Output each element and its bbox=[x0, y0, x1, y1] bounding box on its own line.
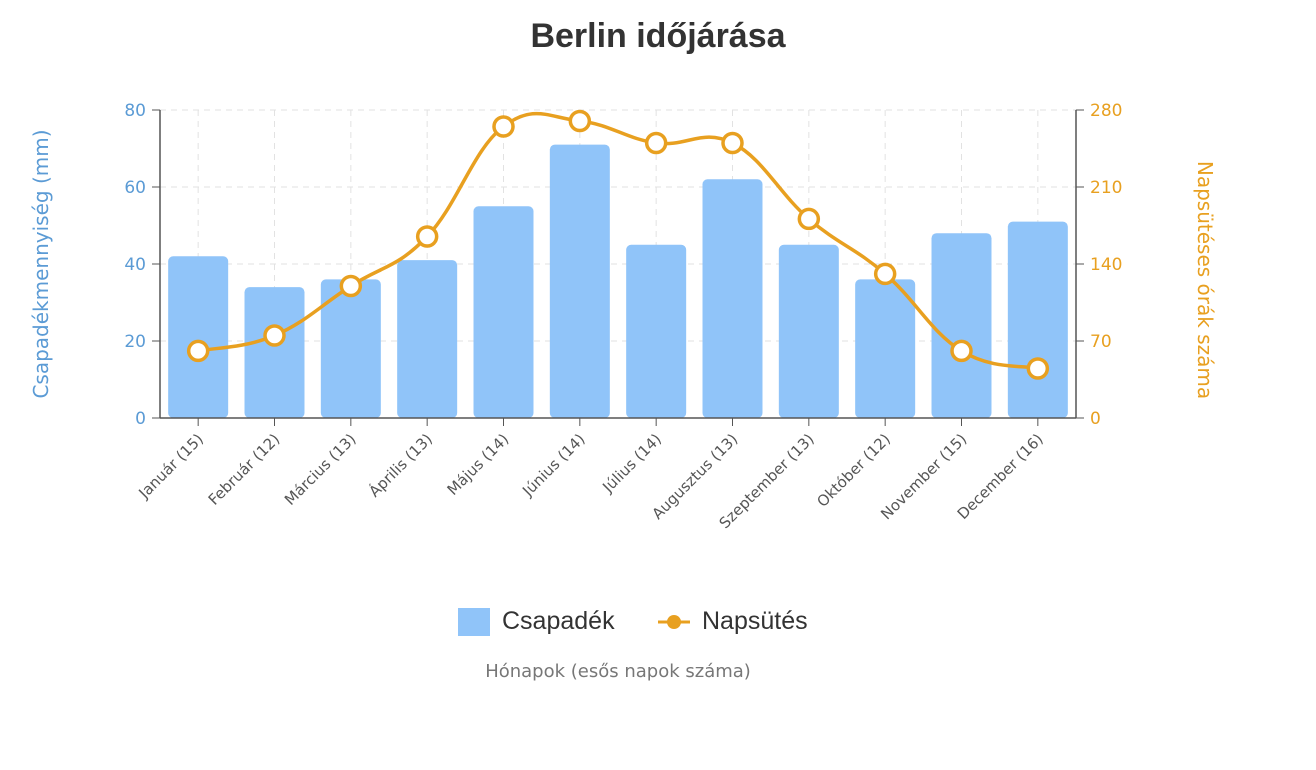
y-left-tick-label: 80 bbox=[124, 101, 146, 121]
legend-label: Csapadék bbox=[502, 607, 615, 635]
y-right-tick-label: 210 bbox=[1090, 178, 1122, 198]
sunshine-point-9 bbox=[797, 207, 821, 231]
y-left-tick-label: 20 bbox=[124, 332, 146, 352]
sunshine-point-7 bbox=[644, 131, 668, 155]
sunshine-point-8 bbox=[721, 131, 744, 155]
legend-label: Napsütés bbox=[702, 607, 808, 635]
bar-5 bbox=[473, 206, 534, 418]
sunshine-point-4 bbox=[415, 225, 439, 248]
x-tick-label: Január (15) bbox=[134, 430, 207, 503]
y-right-tick-label: 70 bbox=[1090, 332, 1112, 352]
bar-1 bbox=[168, 256, 229, 418]
x-axis-label: Hónapok (esős napok száma) bbox=[485, 661, 751, 682]
legend-swatch-marker bbox=[667, 615, 681, 629]
sunshine-point-5 bbox=[492, 115, 515, 138]
x-tick-label: Március (13) bbox=[281, 430, 360, 509]
y-right-tick-label: 0 bbox=[1090, 409, 1101, 429]
y-right-tick-label: 140 bbox=[1090, 255, 1122, 275]
bar-8 bbox=[702, 179, 763, 418]
bar-4 bbox=[397, 260, 458, 418]
x-tick-label: Június (14) bbox=[518, 430, 588, 500]
sunshine-point-1 bbox=[186, 339, 210, 363]
sunshine-point-12 bbox=[1026, 357, 1050, 380]
bar-2 bbox=[244, 287, 305, 418]
bar-10 bbox=[855, 279, 916, 418]
legend-item-csapadek[interactable]: Csapadék bbox=[458, 607, 615, 636]
legend: Csapadék Napsütés bbox=[458, 607, 808, 636]
x-tick-label: Április (13) bbox=[365, 429, 436, 500]
chart-title: Berlin időjárása bbox=[530, 17, 786, 55]
x-tick-label: Július (14) bbox=[598, 430, 665, 497]
bar-11 bbox=[931, 233, 992, 418]
x-tick-label: Október (12) bbox=[813, 430, 894, 511]
y-right-tick-label: 280 bbox=[1090, 101, 1122, 121]
x-tick-label: Május (14) bbox=[444, 430, 513, 499]
x-tick-labels: Január (15)Február (12)Március (13) Ápril… bbox=[134, 429, 1046, 532]
y-axis-right-label: Napsütéses órák száma bbox=[1193, 161, 1217, 399]
x-tick-label: Február (12) bbox=[205, 430, 284, 509]
bar-9 bbox=[778, 244, 839, 418]
bar-3 bbox=[320, 279, 381, 418]
axes: 0 0 20 70 40 140 60 210 80 280 bbox=[124, 101, 1122, 429]
legend-swatch-bar bbox=[458, 608, 490, 636]
y-axis-left-label: Csapadékmennyiség (mm) bbox=[29, 129, 53, 398]
bar-12 bbox=[1007, 221, 1068, 418]
bar-7 bbox=[626, 244, 687, 418]
sunshine-point-11 bbox=[950, 339, 973, 363]
y-left-tick-label: 0 bbox=[135, 409, 146, 429]
sunshine-point-10 bbox=[873, 262, 897, 286]
bars bbox=[168, 144, 1068, 418]
sunshine-point-2 bbox=[263, 324, 286, 347]
sunshine-point-3 bbox=[339, 274, 363, 298]
y-left-tick-label: 40 bbox=[124, 255, 146, 275]
sunshine-line bbox=[186, 109, 1050, 380]
y-left-tick-label: 60 bbox=[124, 178, 146, 198]
bar-6 bbox=[549, 144, 610, 418]
legend-item-napsutes[interactable]: Napsütés bbox=[658, 607, 808, 635]
sunshine-point-6 bbox=[568, 109, 592, 133]
